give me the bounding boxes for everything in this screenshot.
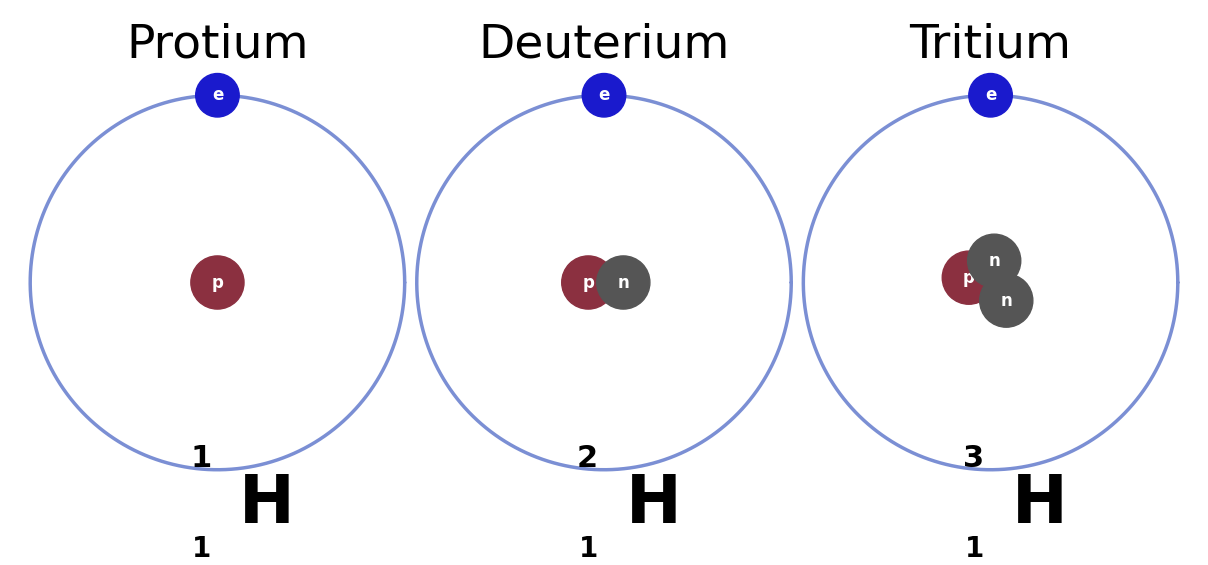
Ellipse shape [597, 256, 650, 309]
Text: H: H [626, 471, 681, 537]
Text: 2: 2 [577, 444, 598, 472]
Text: 3: 3 [964, 444, 985, 472]
Text: p: p [211, 273, 223, 292]
Text: Tritium: Tritium [910, 23, 1071, 68]
Text: n: n [617, 273, 629, 292]
Ellipse shape [562, 256, 615, 309]
Ellipse shape [582, 73, 626, 117]
Text: 1: 1 [965, 534, 985, 563]
Text: p: p [963, 269, 975, 286]
Ellipse shape [196, 73, 239, 117]
Text: e: e [985, 86, 997, 105]
Text: Protium: Protium [126, 23, 309, 68]
Text: e: e [598, 86, 610, 105]
Text: 1: 1 [192, 534, 211, 563]
Text: n: n [988, 252, 1000, 270]
Text: Deuterium: Deuterium [478, 23, 730, 68]
Text: H: H [1012, 471, 1068, 537]
Text: 1: 1 [190, 444, 211, 472]
Ellipse shape [980, 274, 1033, 327]
Text: p: p [582, 273, 594, 292]
Text: H: H [239, 471, 295, 537]
Text: 1: 1 [579, 534, 598, 563]
Text: n: n [1000, 292, 1012, 310]
Ellipse shape [942, 251, 995, 304]
Ellipse shape [191, 256, 244, 309]
Ellipse shape [969, 73, 1012, 117]
Text: e: e [211, 86, 223, 105]
Ellipse shape [968, 234, 1021, 288]
